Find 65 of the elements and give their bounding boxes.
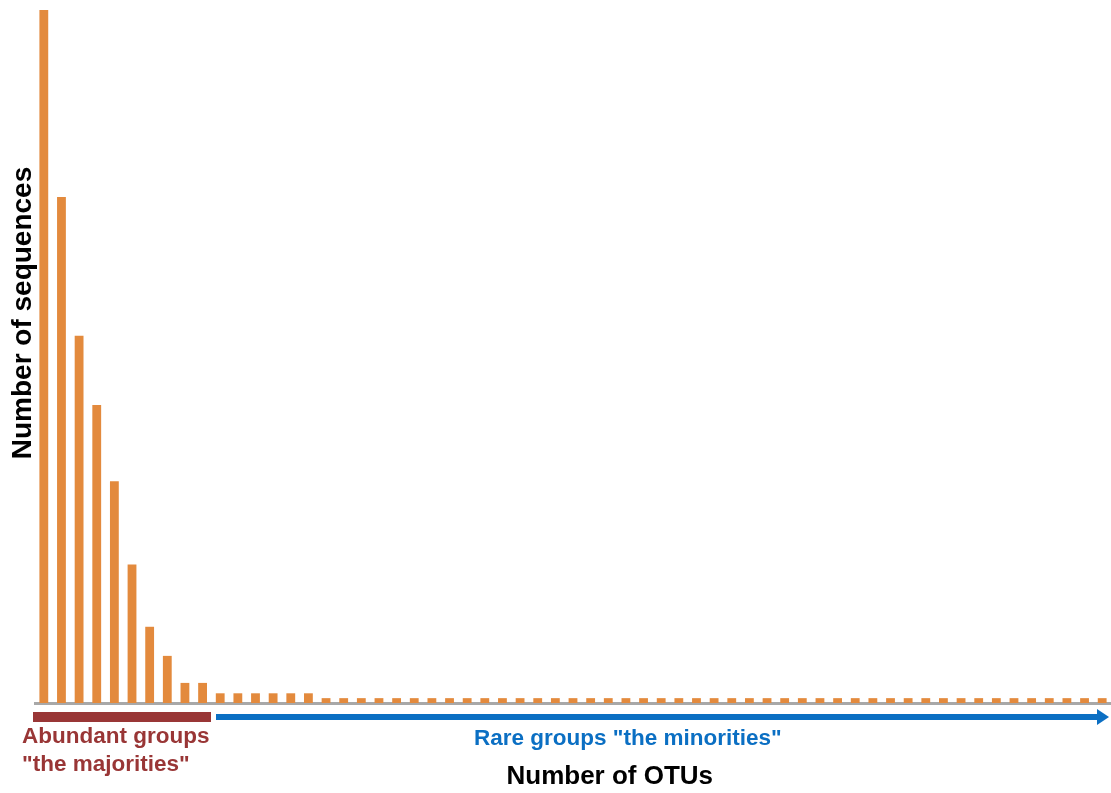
bar <box>744 698 754 703</box>
y-axis-title: Number of sequences <box>5 166 38 460</box>
bar <box>921 698 931 703</box>
bar <box>180 682 190 703</box>
bar <box>268 693 278 703</box>
bar <box>974 698 984 703</box>
bar <box>462 698 472 703</box>
bar <box>868 698 878 703</box>
bar <box>127 564 137 703</box>
bar <box>321 698 331 703</box>
bar <box>198 682 207 703</box>
bar <box>286 693 296 703</box>
bar <box>674 698 684 703</box>
bar <box>445 698 454 703</box>
bar <box>57 197 66 703</box>
bar <box>533 698 543 703</box>
bar <box>991 698 1001 703</box>
bar <box>74 335 84 703</box>
bar <box>251 693 260 703</box>
bar <box>145 626 155 703</box>
bar <box>603 698 613 703</box>
bar <box>1062 698 1072 703</box>
bar <box>1097 698 1107 703</box>
bar <box>427 698 437 703</box>
bar <box>1080 698 1089 703</box>
bar <box>1027 698 1037 703</box>
bar <box>762 698 772 703</box>
bar <box>339 698 349 703</box>
bar <box>568 698 578 703</box>
bar <box>550 698 560 703</box>
bar <box>850 698 860 703</box>
bar <box>498 698 507 703</box>
bar <box>692 698 701 703</box>
bar <box>709 698 719 703</box>
text: Rare groups "the minorities" <box>474 724 782 752</box>
bar <box>903 698 913 703</box>
text: Abundant groups "the majorities" <box>22 722 211 778</box>
x-axis-title: Number of OTUs <box>506 760 714 791</box>
bar <box>797 698 807 703</box>
bar <box>780 698 790 703</box>
bar <box>621 698 631 703</box>
bar <box>480 698 490 703</box>
bar <box>1044 698 1054 703</box>
bar <box>392 698 402 703</box>
bar <box>639 698 648 703</box>
bar <box>656 698 666 703</box>
bar <box>92 405 102 703</box>
bar <box>586 698 596 703</box>
bar <box>833 698 842 703</box>
bar <box>727 698 737 703</box>
bar <box>356 698 366 703</box>
bar <box>304 693 313 703</box>
bar <box>1009 698 1019 703</box>
bar <box>374 698 384 703</box>
bar <box>815 698 825 703</box>
bar <box>215 693 225 703</box>
bar <box>409 698 419 703</box>
bar <box>162 655 172 703</box>
bar <box>515 698 525 703</box>
bar <box>886 698 895 703</box>
bar <box>956 698 966 703</box>
bar <box>39 10 49 703</box>
bar <box>109 481 119 703</box>
bar <box>233 693 243 703</box>
bar <box>939 698 948 703</box>
